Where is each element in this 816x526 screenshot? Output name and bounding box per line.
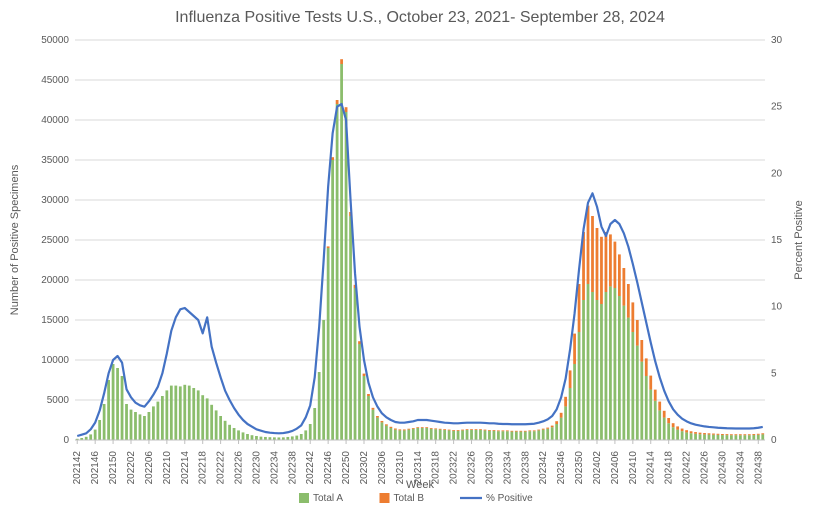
x-tick-label: 202426: [700, 451, 711, 485]
y2-axis-label: Percent Positive: [793, 200, 805, 279]
x-tick-label: 202146: [90, 451, 101, 485]
y-tick-label: 30000: [41, 195, 69, 206]
y-tick-label: 15000: [41, 315, 69, 326]
y-tick-label: 40000: [41, 115, 69, 126]
y2-tick-label: 15: [771, 235, 783, 246]
x-tick-label: 202302: [359, 451, 370, 485]
x-axis-label: Week: [406, 479, 434, 491]
x-tick-label: 202142: [72, 451, 83, 485]
y-tick-label: 45000: [41, 75, 69, 86]
y-tick-label: 5000: [47, 395, 70, 406]
x-tick-label: 202418: [664, 451, 675, 485]
x-tick-label: 202342: [538, 451, 549, 485]
x-tick-label: 202234: [269, 451, 280, 485]
flu-chart: 0 5000 10000 15000 20000 25000 30000 35000 40000…: [0, 0, 816, 526]
legend: Total A Total B % Positive: [299, 493, 533, 504]
x-tick-label: 202350: [574, 451, 585, 485]
x-tick-label: 202150: [108, 451, 119, 485]
y-tick-label: 25000: [41, 235, 69, 246]
x-tick-label: 202406: [610, 451, 621, 485]
x-tick-label: 202434: [735, 451, 746, 485]
x-tick-label: 202238: [287, 451, 298, 485]
y-tick-label: 50000: [41, 35, 69, 46]
x-tick-label: 202422: [682, 451, 693, 485]
y2-tick-label: 5: [771, 368, 777, 379]
x-tick-label: 202430: [717, 451, 728, 485]
x-tick-label: 202222: [216, 451, 227, 485]
y-tick-label: 20000: [41, 275, 69, 286]
x-tick-label: 202230: [251, 451, 262, 485]
x-tick-label: 202326: [467, 451, 478, 485]
x-tick-label: 202210: [162, 451, 173, 485]
y2-tick-label: 0: [771, 435, 777, 446]
legend-label: Total A: [313, 493, 343, 504]
x-tick-label: 202410: [628, 451, 639, 485]
x-tick-label: 202310: [395, 451, 406, 485]
legend-label: Total B: [394, 493, 425, 504]
x-tick-label: 202214: [180, 451, 191, 485]
legend-label: % Positive: [486, 493, 533, 504]
x-tick-label: 202242: [305, 451, 316, 485]
y-tick-label: 10000: [41, 355, 69, 366]
x-tick-label: 202206: [144, 451, 155, 485]
y2-tick-label: 10: [771, 302, 783, 313]
x-tick-label: 202330: [484, 451, 495, 485]
y2-tick-label: 25: [771, 102, 783, 113]
y-tick-label: 35000: [41, 155, 69, 166]
x-tick-label: 202226: [234, 451, 245, 485]
y2-tick-label: 20: [771, 168, 783, 179]
x-tick-label: 202402: [592, 451, 603, 485]
x-tick-label: 202246: [323, 451, 334, 485]
x-tick-label: 202322: [449, 451, 460, 485]
x-tick-label: 202218: [198, 451, 209, 485]
x-tick-label: 202414: [646, 451, 657, 485]
x-tick-label: 202334: [502, 451, 513, 485]
x-tick-label: 202338: [520, 451, 531, 485]
chart-title: Influenza Positive Tests U.S., October 2…: [175, 9, 665, 26]
y2-tick-label: 30: [771, 35, 783, 46]
y-tick-label: 0: [63, 435, 69, 446]
x-tick-label: 202346: [556, 451, 567, 485]
x-tick-label: 202202: [126, 451, 137, 485]
x-tick-label: 202250: [341, 451, 352, 485]
x-tick-label: 202438: [753, 451, 764, 485]
y-axis-label: Number of Positive Specimens: [9, 164, 21, 315]
x-tick-label: 202306: [377, 451, 388, 485]
